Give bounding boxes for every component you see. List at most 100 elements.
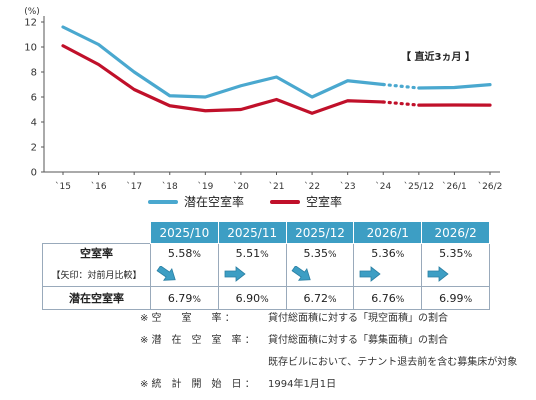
table-corner — [42, 221, 151, 244]
percent-unit: % — [192, 249, 201, 260]
potential-cell: 6.90% — [217, 286, 287, 310]
legend-label-vacancy: 空室率 — [306, 195, 343, 209]
percent-unit: % — [463, 249, 473, 260]
vacancy-cell: 5.36% — [353, 243, 423, 262]
arrow-down-right-icon — [291, 266, 312, 281]
column-header: 2025/10 — [150, 221, 219, 244]
vacancy-number: 5.36 — [371, 246, 396, 260]
potential-number: 6.90 — [235, 291, 261, 305]
trend-arrow-cell — [285, 262, 355, 287]
x-tick-label: `26/2 — [478, 181, 503, 192]
percent-unit: % — [395, 249, 405, 260]
y-tick-label: 4 — [31, 118, 37, 129]
y-tick-label: 6 — [31, 93, 37, 104]
potential-cell: 6.79% — [150, 286, 219, 310]
footnote-term: ※ 潜 在 空 室 率 ： — [140, 335, 255, 346]
x-tick-label: `17 — [126, 181, 142, 192]
vacancy-cell: 5.51% — [217, 243, 287, 262]
y-tick-label: 2 — [31, 143, 37, 154]
vacancy-cell: 5.35% — [285, 243, 355, 262]
vacancy-cell: 5.58% — [150, 243, 219, 262]
footnote-text: 貸付総面積に対する「現空面積」の割合 — [268, 313, 448, 324]
arrow-right-icon — [224, 266, 246, 282]
series-line-0 — [61, 25, 385, 99]
percent-unit: % — [260, 249, 269, 260]
vacancy-number: 5.51 — [235, 246, 261, 260]
trend-arrow-cell — [353, 262, 423, 287]
legend-swatch-potential — [148, 199, 178, 204]
x-tick-label: `15 — [55, 181, 71, 192]
trend-arrow-cell — [150, 262, 219, 287]
percent-unit: % — [327, 294, 337, 305]
y-tick-label: 12 — [24, 18, 37, 29]
footnote-text: 1994年1月1日 — [268, 379, 337, 390]
percent-unit: % — [395, 294, 405, 305]
y-unit-label: (%) — [24, 7, 40, 17]
potential-number: 6.99 — [439, 291, 464, 305]
x-tick-label: `26/1 — [442, 181, 467, 192]
legend-swatch-vacancy — [270, 199, 301, 204]
column-header: 2025/12 — [285, 221, 355, 244]
series-connector-1 — [381, 100, 421, 107]
x-tick-label: `20 — [233, 181, 249, 192]
series-line-1 — [61, 44, 385, 115]
trend-arrow-cell — [421, 262, 490, 287]
vacancy-number: 5.58 — [167, 246, 193, 260]
arrow-down-right-icon — [156, 266, 176, 281]
footnote: 既存ビルにおいて、テナント退去前を含む募集床が対象 — [140, 352, 517, 374]
legend-item-vacancy: 空室率 — [270, 193, 342, 210]
legend-item-potential: 潜在空室率 — [148, 193, 244, 210]
vacancy-arrow-row: 【矢印：対前月比較】 — [42, 262, 490, 287]
footnote: ※ 統 計 開 始 日 ： 1994年1月1日 — [140, 374, 517, 396]
x-tick-label: `22 — [304, 181, 320, 192]
percent-unit: % — [260, 294, 269, 305]
potential-cell: 6.76% — [353, 286, 423, 310]
footnote: ※ 空 室 率 ： 貸付総面積に対する「現空面積」の割合 — [140, 308, 517, 330]
x-tick-label: `24 — [375, 181, 391, 192]
series-recent-line-0 — [417, 83, 492, 90]
footnote-text: 貸付総面積に対する「募集面積」の割合 — [268, 335, 448, 346]
footnote-text: 既存ビルにおいて、テナント退去前を含む募集床が対象 — [268, 357, 518, 368]
x-tick-label: `19 — [197, 181, 213, 192]
potential-number: 6.72 — [303, 291, 328, 305]
vacancy-row-sublabel: 【矢印：対前月比較】 — [42, 262, 151, 287]
potential-cell: 6.72% — [285, 286, 355, 310]
percent-unit: % — [463, 294, 473, 305]
footnote-term: ※ 空 室 率 ： — [140, 313, 235, 324]
y-tick-label: 10 — [24, 43, 37, 54]
trend-arrow-cell — [217, 262, 287, 287]
vacancy-number: 5.35 — [439, 246, 464, 260]
x-tick-label: `16 — [91, 181, 107, 192]
potential-row-label: 潜在空室率 — [42, 286, 151, 310]
percent-unit: % — [327, 249, 337, 260]
arrow-right-icon — [427, 266, 449, 282]
series-connector-0 — [381, 82, 421, 90]
potential-cell: 6.99% — [421, 286, 490, 310]
potential-number: 6.76 — [371, 291, 396, 305]
vacancy-cell: 5.35% — [421, 243, 490, 262]
footnotes: ※ 空 室 率 ： 貸付総面積に対する「現空面積」の割合 ※ 潜 在 空 室 率 … — [140, 308, 517, 396]
x-tick-label: `18 — [162, 181, 178, 192]
legend-label-potential: 潜在空室率 — [184, 195, 245, 209]
x-tick-label: `21 — [269, 181, 285, 192]
x-tick-label: `23 — [340, 181, 356, 192]
column-header: 2026/2 — [421, 221, 490, 244]
x-tick-label: `25/12 — [404, 181, 434, 192]
line-chart: (%) 0 2 4 6 8 10 12 `15 `16 `17 `18 `19 `20 `21 `22 `23 `… — [24, 7, 503, 192]
footnote-term: ※ 統 計 開 始 日 ： — [140, 379, 255, 390]
vacancy-value-row: 空室率 5.58% 5.51% 5.35% 5.36% 5.35% — [42, 243, 490, 262]
footnote: ※ 潜 在 空 室 率 ： 貸付総面積に対する「募集面積」の割合 — [140, 330, 517, 352]
column-header: 2025/11 — [217, 221, 287, 244]
table-header-row: 2025/10 2025/11 2025/12 2026/1 2026/2 — [42, 221, 490, 244]
percent-unit: % — [192, 294, 201, 305]
potential-number: 6.79 — [167, 291, 193, 305]
vacancy-number: 5.35 — [303, 246, 328, 260]
vacancy-row-label: 空室率 — [42, 243, 151, 262]
y-tick-label: 8 — [31, 68, 37, 79]
potential-value-row: 潜在空室率 6.79% 6.90% 6.72% 6.76% 6.99% — [42, 286, 490, 310]
data-table: 2025/10 2025/11 2025/12 2026/1 2026/2 空室… — [42, 221, 490, 310]
recent-months-label: 【 直近3ヵ月 】 — [401, 50, 475, 63]
y-tick-label: 0 — [31, 168, 37, 179]
chart-legend: 潜在空室率 空室率 — [148, 193, 342, 210]
arrow-right-icon — [359, 266, 381, 282]
